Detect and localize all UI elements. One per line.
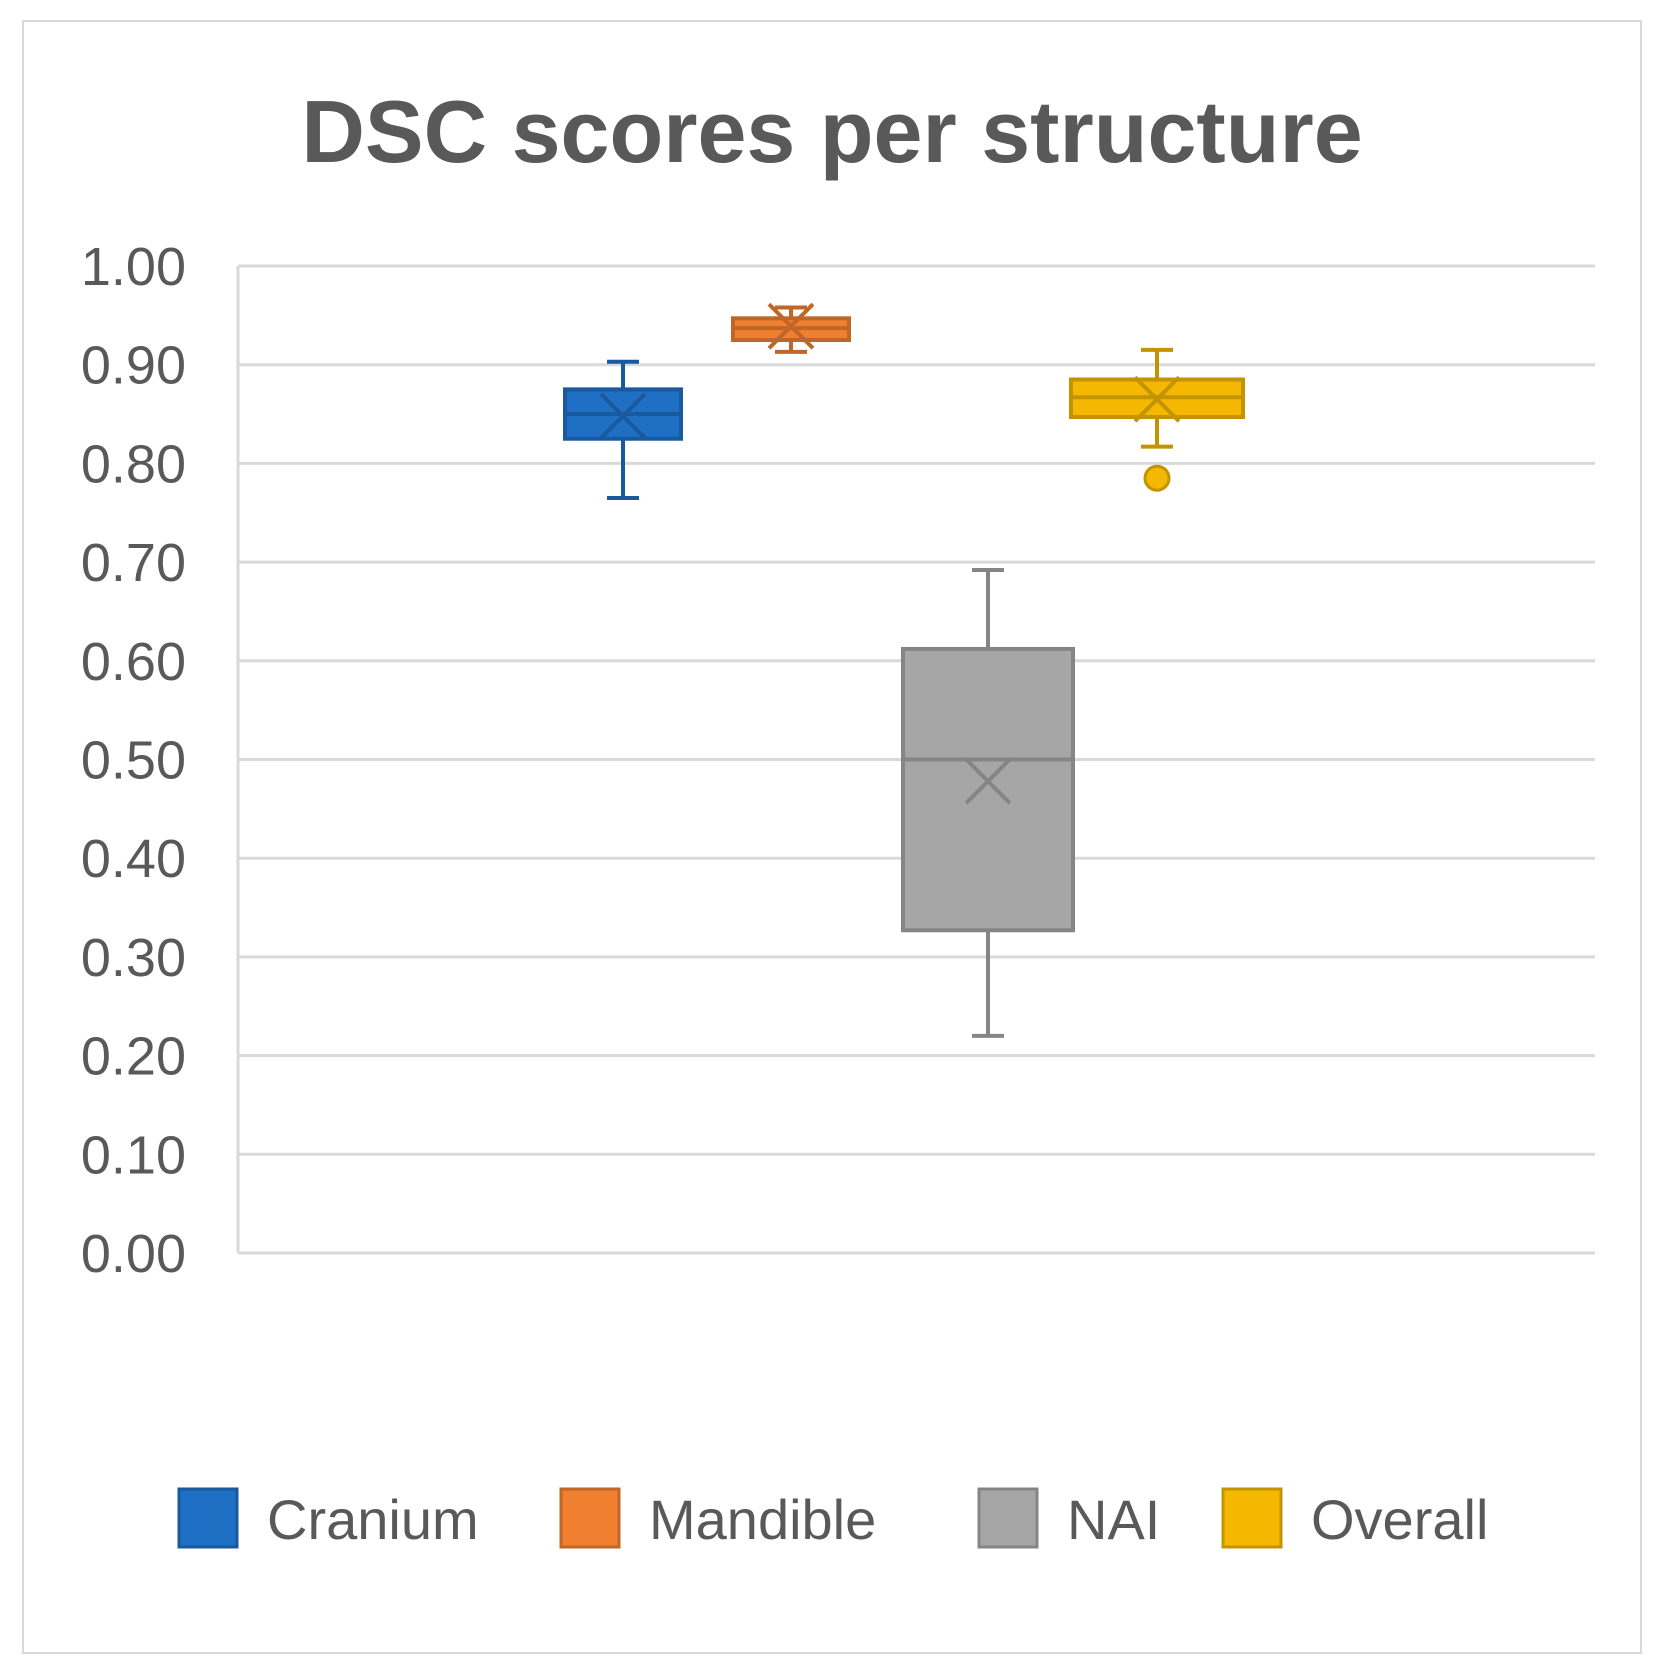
- y-tick-label: 0.40: [81, 829, 186, 889]
- y-tick-label: 0.90: [81, 336, 186, 396]
- y-tick-label: 0.60: [81, 632, 186, 692]
- legend-item-cranium: Cranium: [177, 1487, 479, 1551]
- box-mandible: [731, 302, 851, 354]
- legend-label: NAI: [1067, 1488, 1160, 1551]
- mean-marker: [599, 392, 647, 440]
- box-overall: [1069, 347, 1245, 492]
- legend-swatch: [1221, 1487, 1283, 1549]
- y-tick-label: 0.00: [81, 1224, 186, 1284]
- mean-marker: [1133, 375, 1181, 423]
- outlier-point: [1143, 464, 1171, 492]
- legend-swatch: [177, 1487, 239, 1549]
- legend: Cranium Mandible NAI Overall: [177, 1487, 1488, 1551]
- chart-title: DSC scores per structure: [301, 82, 1362, 181]
- y-tick-label: 0.20: [81, 1027, 186, 1087]
- box-nai: [901, 567, 1075, 1038]
- legend-swatch: [559, 1487, 621, 1549]
- legend-item-mandible: Mandible: [559, 1487, 876, 1551]
- legend-label: Overall: [1311, 1488, 1488, 1551]
- y-axis: 0.00 0.10 0.20 0.30 0.40 0.50 0.60 0.70 0.80 0.90…: [81, 237, 186, 1284]
- legend-item-nai: NAI: [977, 1487, 1160, 1551]
- legend-swatch: [977, 1487, 1039, 1549]
- legend-label: Cranium: [267, 1488, 479, 1551]
- y-tick-label: 0.80: [81, 434, 186, 494]
- y-tick-label: 0.50: [81, 731, 186, 791]
- mean-marker: [767, 302, 815, 350]
- y-tick-label: 0.30: [81, 928, 186, 988]
- legend-item-overall: Overall: [1221, 1487, 1488, 1551]
- iqr-box: [901, 646, 1075, 933]
- chart-frame: [22, 20, 1642, 1654]
- mean-marker: [964, 757, 1012, 805]
- grid-layer: [236, 264, 1595, 1255]
- legend-label: Mandible: [649, 1488, 876, 1551]
- y-tick-label: 0.70: [81, 533, 186, 593]
- box-cranium: [563, 359, 683, 500]
- plot-area: [563, 302, 1245, 1038]
- y-tick-label: 0.10: [81, 1125, 186, 1185]
- y-tick-label: 1.00: [81, 237, 186, 297]
